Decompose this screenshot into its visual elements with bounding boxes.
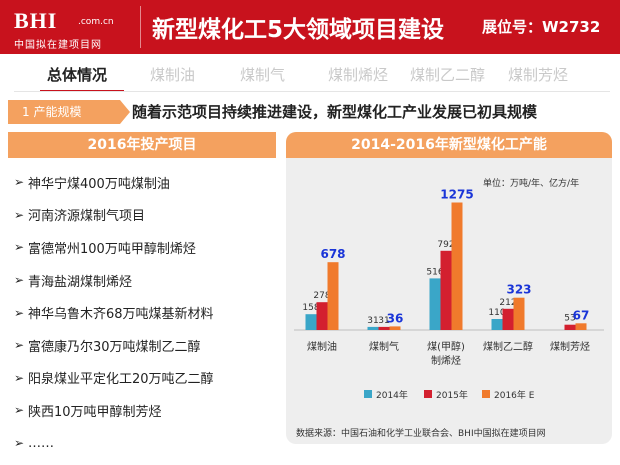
list-item: ➢ 陕西10万吨甲醇制芳烃 — [14, 394, 276, 427]
tab-bar: 总体情况 煤制油 煤制气 煤制烯烃 煤制乙二醇 煤制芳烃 — [0, 60, 620, 92]
project-name: 神华宁煤400万吨煤制油 — [28, 176, 170, 192]
bar-2 — [502, 308, 514, 330]
logo-mark: BHI — [14, 8, 58, 33]
section-headline: 随着示范项目持续推进建设，新型煤化工产业发展已初具规模 — [132, 103, 538, 121]
bar-2 — [564, 324, 576, 330]
bar-3 — [327, 262, 339, 330]
tab-coal-to-gas[interactable]: 煤制气 — [240, 66, 286, 84]
bar-2 — [316, 302, 328, 330]
bar-3 — [389, 326, 401, 330]
bar-3 — [575, 323, 587, 330]
logo-subtitle: 中国拟在建项目网 — [14, 40, 102, 51]
bhi-logo[interactable]: BHI .com.cn 中国拟在建项目网 — [0, 0, 135, 54]
bar-1 — [305, 314, 317, 330]
list-item: ➢ 河南济源煤制气项目 — [14, 199, 276, 232]
arrow-bullet-icon: ➢ — [14, 240, 25, 255]
legend-label: 2015年 — [436, 389, 468, 401]
data-label: 678 — [320, 247, 345, 261]
bar-1 — [491, 319, 503, 330]
arrow-bullet-icon: ➢ — [14, 207, 25, 222]
header-bar: BHI .com.cn 中国拟在建项目网 新型煤化工5大领域项目建设 展位号：W… — [0, 0, 620, 54]
list-item: ➢ 神华乌鲁木齐68万吨煤基新材料 — [14, 296, 276, 329]
section-badge: 1 产能规模 — [8, 100, 130, 124]
data-label: 212 — [499, 298, 516, 308]
legend-label: 2016年 E — [494, 389, 535, 401]
data-label: 36 — [387, 311, 404, 325]
data-source-note: 数据来源：中国石油和化学工业联合会、BHI中国拟在建项目网 — [296, 429, 546, 439]
bar-2 — [378, 326, 390, 330]
category-label: 煤制芳烃 — [550, 340, 590, 353]
list-item: ➢ 阳泉煤业平定化工20万吨乙二醇 — [14, 362, 276, 395]
legend-swatch — [424, 390, 432, 398]
arrow-bullet-icon: ➢ — [14, 338, 25, 353]
data-label: 158 — [302, 303, 319, 313]
tab-divider — [14, 91, 610, 92]
arrow-bullet-icon: ➢ — [14, 273, 25, 288]
legend-swatch — [364, 390, 372, 398]
booth-number: 展位号：W2732 — [482, 18, 601, 36]
bar-3 — [513, 297, 525, 330]
arrow-bullet-icon: ➢ — [14, 175, 25, 190]
project-name: 河南济源煤制气项目 — [28, 209, 146, 225]
category-label: 煤制气 — [369, 340, 399, 353]
list-item: ➢ 富德常州100万吨甲醇制烯烃 — [14, 231, 276, 264]
tab-coal-to-oil[interactable]: 煤制油 — [150, 66, 196, 84]
list-item: ➢ 青海盐湖煤制烯烃 — [14, 264, 276, 297]
tab-coal-to-aromatics[interactable]: 煤制芳烃 — [508, 66, 569, 84]
category-label: 煤制乙二醇 — [483, 340, 533, 353]
bar-2 — [440, 250, 452, 330]
tab-overview[interactable]: 总体情况 — [47, 66, 108, 84]
bar-3 — [451, 202, 463, 330]
data-label: 323 — [506, 283, 531, 297]
projects-panel-title: 2016年投产项目 — [8, 132, 276, 158]
data-label: 516 — [426, 267, 443, 277]
data-label: 278 — [313, 291, 330, 301]
category-label: 煤制油 — [307, 340, 337, 353]
legend-label: 2014年 — [376, 389, 408, 401]
project-name: 神华乌鲁木齐68万吨煤基新材料 — [28, 307, 214, 323]
data-label: 792 — [437, 240, 454, 250]
header-divider — [140, 6, 141, 48]
data-label: 53 — [564, 314, 575, 324]
tab-coal-to-glycol[interactable]: 煤制乙二醇 — [410, 66, 486, 84]
chart-title: 2014-2016年新型煤化工产能 — [286, 132, 612, 158]
legend-swatch — [482, 390, 490, 398]
tab-coal-to-olefins[interactable]: 煤制烯烃 — [328, 66, 389, 84]
arrow-bullet-icon: ➢ — [14, 436, 25, 451]
chart-unit-label: 单位：万吨/年、亿方/年 — [483, 179, 580, 189]
data-label: 110 — [488, 308, 505, 318]
data-label: 31 — [378, 316, 389, 326]
list-item: ➢ 神华宁煤400万吨煤制油 — [14, 166, 276, 199]
project-name: 富德康乃尔30万吨煤制乙二醇 — [28, 339, 201, 355]
capacity-chart-panel: 2014-2016年新型煤化工产能 单位：万吨/年、亿方/年 158 278 678… — [286, 132, 612, 444]
arrow-bullet-icon: ➢ — [14, 370, 25, 385]
bar-1 — [367, 326, 379, 330]
project-name: 青海盐湖煤制烯烃 — [28, 274, 133, 290]
bar-1 — [429, 278, 441, 330]
data-label: 1275 — [440, 188, 473, 202]
data-label: 67 — [573, 308, 590, 322]
project-name: 阳泉煤业平定化工20万吨乙二醇 — [28, 372, 214, 388]
project-list: ➢ 神华宁煤400万吨煤制油 ➢ 河南济源煤制气项目 ➢ 富德常州100万吨甲醇制烯烃… — [14, 166, 276, 459]
list-item: ➢…… — [14, 427, 276, 460]
project-name: 富德常州100万吨甲醇制烯烃 — [28, 241, 196, 257]
page-title: 新型煤化工5大领域项目建设 — [152, 17, 445, 43]
arrow-bullet-icon: ➢ — [14, 403, 25, 418]
data-label: 31 — [367, 316, 378, 326]
arrow-bullet-icon: ➢ — [14, 305, 25, 320]
logo-domain: .com.cn — [78, 17, 114, 27]
category-label: 煤(甲醇) — [427, 340, 465, 353]
category-label: 制烯烃 — [431, 354, 461, 367]
list-item: ➢ 富德康乃尔30万吨煤制乙二醇 — [14, 329, 276, 362]
project-name: …… — [28, 435, 54, 451]
project-name: 陕西10万吨甲醇制芳烃 — [28, 404, 162, 420]
